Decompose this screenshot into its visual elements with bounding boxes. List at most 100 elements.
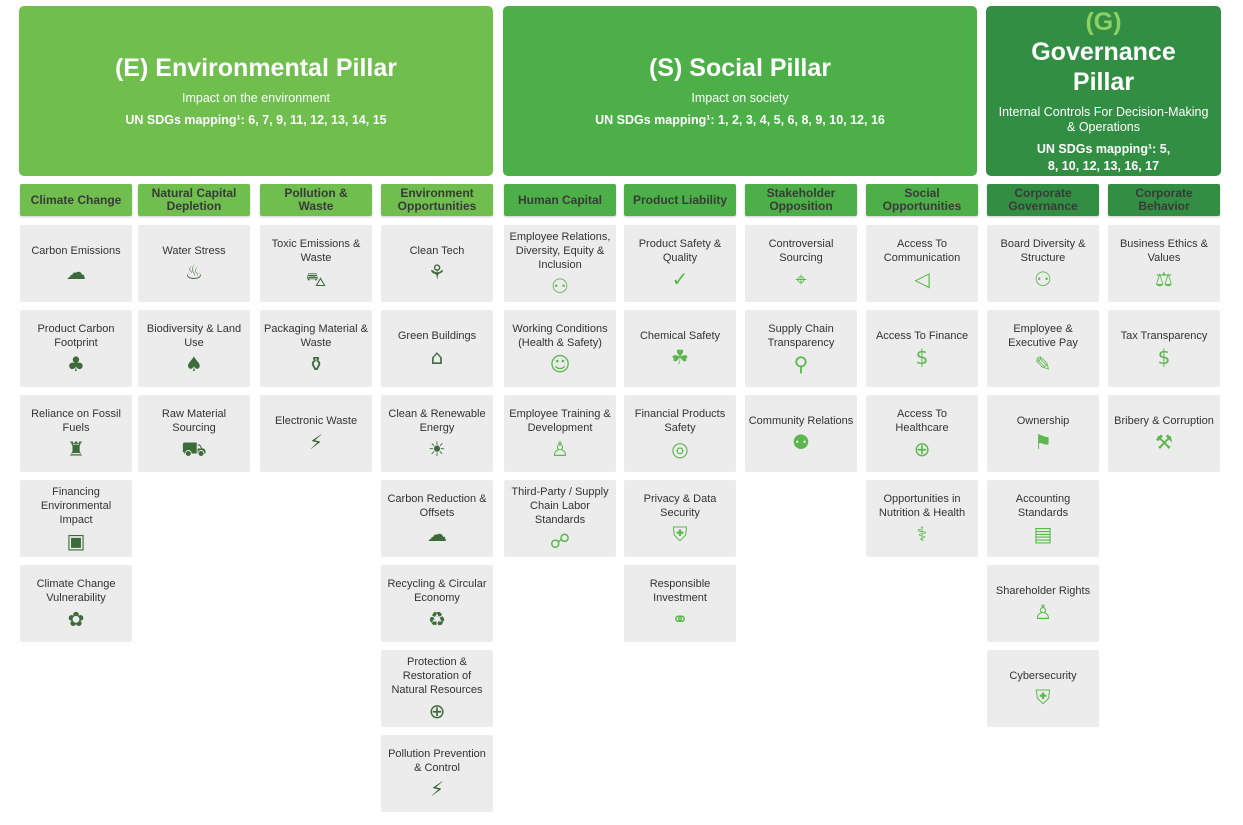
topic-card: Water Stress ♨	[138, 225, 250, 302]
topic-label: Ownership	[1016, 414, 1070, 427]
topic-label: Employee Training & Development	[509, 407, 611, 434]
category-column: Environment Opportunities Clean Tech ⚘ Gree…	[381, 184, 493, 812]
topic-card: Financing Environmental Impact ▣	[20, 480, 132, 557]
category-header: Corporate Governance	[987, 184, 1099, 216]
topic-label: Toxic Emissions & Waste	[271, 237, 361, 264]
topic-label: Access To Healthcare	[895, 407, 949, 434]
topic-card: Carbon Emissions ☁	[20, 225, 132, 302]
topic-label: Privacy & Data Security	[643, 492, 717, 519]
category-column: Corporate Behavior Business Ethics & Valu…	[1108, 184, 1220, 472]
water-drop-icon: ♨	[185, 259, 203, 284]
topic-label: Board Diversity & Structure	[1000, 237, 1086, 264]
topic-label: Bribery & Corruption	[1114, 414, 1214, 427]
topic-card: Access To Finance $	[866, 310, 978, 387]
category-column: Stakeholder Opposition Controversial Sour…	[745, 184, 857, 472]
category-header: Corporate Behavior	[1108, 184, 1220, 216]
hand-globe-icon: ⊕	[428, 698, 446, 723]
pillar-environmental: (E) Environmental Pillar Impact on the en…	[19, 6, 493, 176]
topic-card: Pollution Prevention & Control ⚡	[381, 735, 493, 812]
mine-cart-icon: ⛟	[181, 436, 207, 461]
pillar-sdg-mapping: UN SDGs mapping¹: 6, 7, 9, 11, 12, 13, 1…	[125, 113, 387, 127]
shield-icon: ⛨	[672, 521, 688, 546]
topic-label: Pollution Prevention & Control	[388, 747, 486, 774]
topic-card: Clean & Renewable Energy ☀	[381, 395, 493, 472]
topic-label: Financial Products Safety	[634, 407, 726, 434]
topic-label: Biodiversity & Land Use	[146, 322, 242, 349]
category-column: Human Capital Employee Relations, Diversi…	[504, 184, 616, 557]
topic-card: Supply Chain Transparency ⚲	[745, 310, 857, 387]
topic-card: Tax Transparency $	[1108, 310, 1220, 387]
location-pin-icon: ⌖	[795, 266, 807, 291]
co2-cloud-icon: ☁	[66, 259, 86, 284]
pillar-title: (E) Environmental Pillar	[115, 53, 397, 83]
topic-card: Accounting Standards ▤	[987, 480, 1099, 557]
pillar-sdg-mapping: UN SDGs mapping¹: 1, 2, 3, 4, 5, 6, 8, 9…	[595, 113, 885, 127]
category-header: Product Liability	[624, 184, 736, 216]
topic-label: Product Carbon Footprint	[37, 322, 115, 349]
topic-card: Shareholder Rights ♙	[987, 565, 1099, 642]
pillar-subtitle: Impact on the environment	[182, 91, 330, 105]
topic-card: Product Carbon Footprint ♣	[20, 310, 132, 387]
topic-card: Employee Relations, Diversity, Equity & …	[504, 225, 616, 302]
gavel-icon: ⚒	[1155, 429, 1173, 454]
topic-card: Toxic Emissions & Waste ⛍	[260, 225, 372, 302]
pillar-letter: (G)	[1085, 8, 1122, 36]
category-header: Climate Change	[20, 184, 132, 216]
topic-label: Accounting Standards	[1015, 492, 1071, 519]
check-pay-icon: ✎	[1034, 351, 1052, 376]
topic-card: Working Conditions (Health & Safety) ☺	[504, 310, 616, 387]
topic-card: Electronic Waste ⚡	[260, 395, 372, 472]
medical-cross-icon: ⊕	[913, 436, 931, 461]
stethoscope-icon: ⚕	[916, 521, 928, 546]
topic-card: Product Safety & Quality ✓	[624, 225, 736, 302]
pillar-name: Environmental Pillar	[155, 54, 398, 82]
topic-label: Working Conditions (Health & Safety)	[512, 322, 608, 349]
topic-card: Controversial Sourcing ⌖	[745, 225, 857, 302]
topic-card: Clean Tech ⚘	[381, 225, 493, 302]
topic-label: Raw Material Sourcing	[161, 407, 227, 434]
topic-label: Community Relations	[748, 414, 854, 427]
solar-panel-icon: ☀	[428, 436, 446, 461]
pillar-letter: (E)	[114, 54, 149, 82]
group-icon: ⚇	[551, 273, 569, 298]
topic-card: Recycling & Circular Economy ♻	[381, 565, 493, 642]
pillar-title: (S) Social Pillar	[649, 53, 831, 83]
scales-icon: ⚖	[1155, 266, 1173, 291]
training-icon: ♙	[551, 436, 569, 461]
topic-card: Bribery & Corruption ⚒	[1108, 395, 1220, 472]
magnifier-icon: ⚲	[793, 351, 809, 376]
pillar-governance: (G) Governance Pillar Internal Controls F…	[986, 6, 1221, 176]
topic-label: Financing Environmental Impact	[40, 485, 112, 526]
topic-card: Biodiversity & Land Use ♠	[138, 310, 250, 387]
people-icon: ⚇	[1034, 266, 1052, 291]
community-icon: ⚉	[792, 429, 810, 454]
topic-card: Reliance on Fossil Fuels ♜	[20, 395, 132, 472]
topic-card: Opportunities in Nutrition & Health ⚕	[866, 480, 978, 557]
topic-card: Third-Party / Supply Chain Labor Standar…	[504, 480, 616, 557]
topic-card: Ownership ⚑	[987, 395, 1099, 472]
worker-icon: ☺	[549, 351, 571, 376]
topic-card: Access To Communication ◁	[866, 225, 978, 302]
topic-label: Climate Change Vulnerability	[36, 577, 116, 604]
topic-label: Controversial Sourcing	[768, 237, 834, 264]
factory-icon: ♜	[67, 436, 85, 461]
topic-card: Access To Healthcare ⊕	[866, 395, 978, 472]
topic-card: Carbon Reduction & Offsets ☁	[381, 480, 493, 557]
topic-card: Green Buildings ⌂	[381, 310, 493, 387]
pillar-sdg-mapping: UN SDGs mapping¹: 5, 8, 10, 12, 13, 16, …	[1036, 142, 1171, 173]
topic-card: Board Diversity & Structure ⚇	[987, 225, 1099, 302]
car-icon: ⛍	[305, 266, 327, 291]
hand-plant-icon: ✿	[67, 606, 85, 631]
topic-label: Product Safety & Quality	[638, 237, 722, 264]
person-sliders-icon: ♙	[1034, 599, 1052, 624]
bottle-icon: ⚱	[307, 351, 325, 376]
topic-card: Financial Products Safety ◎	[624, 395, 736, 472]
pillar-name: Governance Pillar	[1031, 38, 1176, 96]
category-column: Product Liability Product Safety & Qualit…	[624, 184, 736, 642]
pillar-letter: (S)	[648, 54, 683, 82]
recycle-icon: ♻	[428, 606, 446, 631]
green-building-icon: ⌂	[430, 344, 444, 369]
category-column: Pollution & Waste Toxic Emissions & Waste…	[260, 184, 372, 472]
topic-label: Responsible Investment	[649, 577, 711, 604]
person-dollar-icon: $	[915, 344, 929, 369]
